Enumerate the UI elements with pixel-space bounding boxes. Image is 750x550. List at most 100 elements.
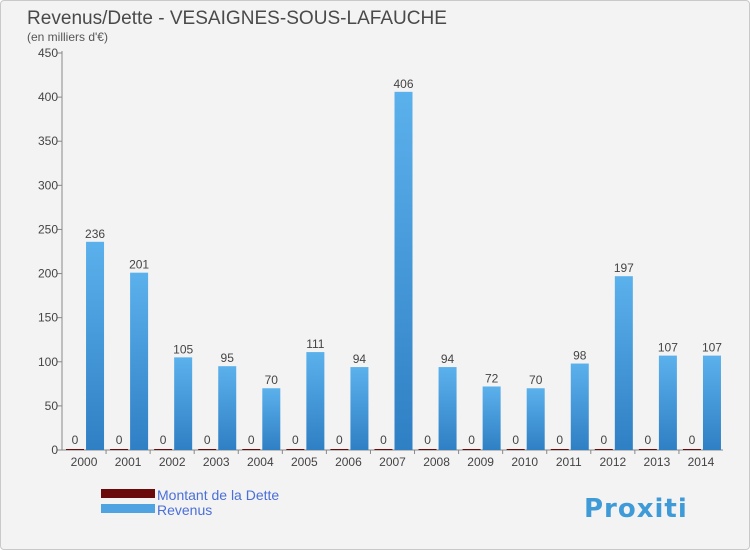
data-label-revenus: 70 <box>529 373 543 387</box>
data-label-dette: 0 <box>556 433 563 447</box>
bar-revenus <box>174 357 193 450</box>
data-label-revenus: 406 <box>393 77 413 91</box>
bar-dette <box>66 449 84 450</box>
data-label-dette: 0 <box>468 433 475 447</box>
proxiti-logo: Proxiti <box>584 494 688 524</box>
bar-dette <box>638 449 657 450</box>
data-label-dette: 0 <box>380 433 387 447</box>
x-tick-label: 2005 <box>291 455 318 469</box>
y-tick-label: 100 <box>38 355 58 369</box>
bar-dette <box>374 449 393 450</box>
data-label-dette: 0 <box>336 433 343 447</box>
x-tick-label: 2001 <box>115 455 142 469</box>
legend-label-dette: Montant de la Dette <box>157 487 279 503</box>
data-label-dette: 0 <box>116 433 123 447</box>
bar-dette <box>594 449 613 450</box>
bar-revenus <box>570 363 589 450</box>
bar-dette <box>286 449 305 450</box>
x-tick-label: 2004 <box>247 455 274 469</box>
bar-dette <box>198 449 217 450</box>
data-label-dette: 0 <box>600 433 607 447</box>
bar-revenus <box>526 388 545 450</box>
bar-dette <box>110 449 129 450</box>
data-label-dette: 0 <box>689 433 696 447</box>
y-tick-label: 0 <box>51 443 58 457</box>
bar-revenus <box>658 355 677 450</box>
x-tick-label: 2007 <box>379 455 406 469</box>
x-tick-label: 2014 <box>688 455 715 469</box>
y-tick-label: 200 <box>38 267 58 281</box>
y-tick-label: 250 <box>38 222 58 236</box>
x-tick-label: 2012 <box>599 455 626 469</box>
y-tick-label: 400 <box>38 90 58 104</box>
data-label-dette: 0 <box>248 433 255 447</box>
bar-revenus <box>130 272 149 450</box>
x-tick-label: 2000 <box>71 455 98 469</box>
bar-dette <box>418 449 437 450</box>
axes <box>57 51 723 454</box>
bar-revenus <box>218 366 237 450</box>
legend-swatch-dette <box>101 489 155 498</box>
data-label-revenus: 70 <box>265 373 279 387</box>
data-label-dette: 0 <box>512 433 519 447</box>
data-label-revenus: 236 <box>85 227 105 241</box>
data-labels: 0 236 0 201 0 105 0 95 0 70 0 111 0 94 0 406 0 94 0 72 0 70 0 9… <box>72 77 723 447</box>
x-tick-label: 2006 <box>335 455 362 469</box>
bar-dette <box>682 449 701 450</box>
bar-revenus <box>262 388 281 450</box>
data-label-dette: 0 <box>292 433 299 447</box>
y-tick-label: 300 <box>38 178 58 192</box>
bar-revenus <box>350 367 369 450</box>
bar-revenus <box>306 352 325 450</box>
x-tick-label: 2010 <box>511 455 538 469</box>
data-label-dette: 0 <box>72 433 79 447</box>
data-label-revenus: 201 <box>129 258 149 272</box>
legend-swatch-revenus <box>101 504 155 513</box>
y-tick-label: 350 <box>38 134 58 148</box>
proxiti-logo-text: Proxiti <box>584 494 688 524</box>
y-tick-label: 150 <box>38 311 58 325</box>
chart-title: Revenus/Dette - VESAIGNES-SOUS-LAFAUCHE <box>27 8 447 29</box>
data-label-dette: 0 <box>160 433 167 447</box>
bar-dette <box>154 449 173 450</box>
x-tick-label: 2011 <box>556 455 582 469</box>
bars <box>66 91 721 450</box>
x-tick-label: 2009 <box>467 455 494 469</box>
legend: Montant de la Dette Revenus <box>101 487 279 518</box>
bar-revenus <box>614 276 633 450</box>
bar-revenus <box>482 386 501 450</box>
chart-subtitle: (en milliers d'€) <box>27 30 108 44</box>
data-label-revenus: 94 <box>353 352 367 366</box>
data-label-revenus: 98 <box>573 349 587 363</box>
x-tick-label: 2013 <box>644 455 671 469</box>
data-label-revenus: 197 <box>614 261 634 275</box>
bar-dette <box>462 449 481 450</box>
data-label-revenus: 94 <box>441 352 455 366</box>
data-label-revenus: 107 <box>702 341 722 355</box>
data-label-revenus: 107 <box>658 341 678 355</box>
data-label-dette: 0 <box>424 433 431 447</box>
y-tick-label: 450 <box>38 46 58 60</box>
data-label-revenus: 72 <box>485 371 499 385</box>
bar-dette <box>242 449 261 450</box>
bar-revenus <box>86 241 105 450</box>
x-tick-label: 2008 <box>423 455 450 469</box>
bar-revenus <box>438 367 457 450</box>
legend-label-revenus: Revenus <box>157 502 212 518</box>
bar-dette <box>550 449 569 450</box>
bar-revenus <box>702 355 721 450</box>
data-label-revenus: 95 <box>221 351 235 365</box>
bar-revenus <box>394 91 413 450</box>
data-label-revenus: 111 <box>306 337 325 351</box>
x-tick-label: 2003 <box>203 455 230 469</box>
data-label-dette: 0 <box>645 433 652 447</box>
data-label-revenus: 105 <box>173 342 193 356</box>
bar-dette <box>506 449 525 450</box>
y-tick-labels: 0 50 100 150 200 250 300 350 400 450 <box>38 46 58 457</box>
x-tick-labels: 2000 2001 2002 2003 2004 2005 2006 2007 2008 2009… <box>71 455 715 469</box>
y-tick-label: 50 <box>45 399 59 413</box>
bar-dette <box>330 449 349 450</box>
x-tick-label: 2002 <box>159 455 186 469</box>
